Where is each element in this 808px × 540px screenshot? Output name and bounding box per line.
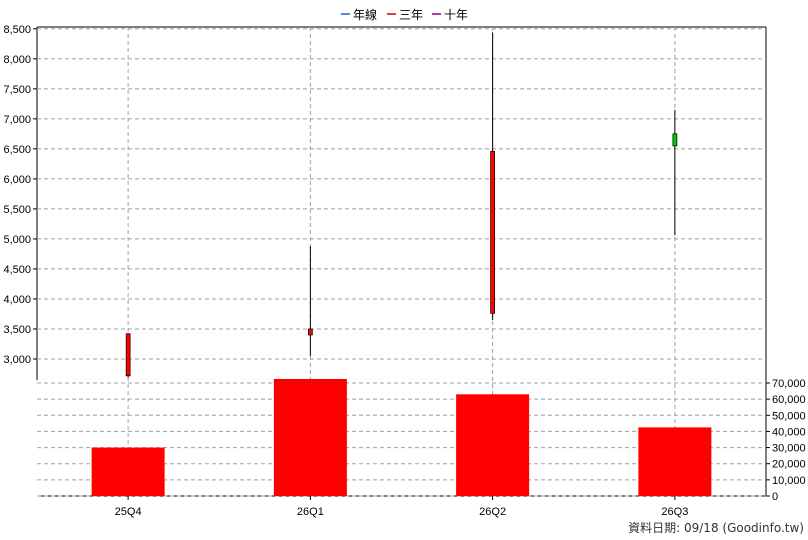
price-tick-label: 5,000 [3, 234, 31, 246]
data-source-note: 資料日期: 09/18 (Goodinfo.tw) [628, 521, 804, 535]
legend-label-annual: 年線 [353, 7, 377, 22]
price-tick-label: 3,000 [3, 354, 31, 366]
volume-bar-25Q4 [91, 447, 165, 496]
volume-tick-label: 10,000 [772, 475, 806, 487]
volume-tick-label: 20,000 [772, 459, 806, 471]
candle-body-26Q1 [308, 328, 313, 336]
volume-tick-label: 50,000 [772, 410, 806, 422]
price-grid [37, 28, 766, 360]
legend-label-ten-year: 十年 [444, 8, 468, 22]
candle-body-26Q2 [490, 150, 495, 314]
vertical-grid [127, 27, 676, 496]
volume-bars [91, 379, 712, 496]
price-tick-label: 5,500 [3, 204, 31, 216]
volume-tick-label: 0 [772, 491, 778, 503]
legend-label-three-year: 三年 [399, 8, 423, 22]
volume-axis-ticks: 0 10,000 20,000 30,000 40,000 50,000 60,000 70,… [766, 378, 806, 503]
price-axis-ticks: 3,000 3,500 4,000 4,500 5,000 5,500 6,000 6,500… [3, 24, 37, 366]
x-axis-ticks: 25Q4 26Q1 26Q2 26Q3 [115, 496, 688, 518]
price-tick-label: 7,000 [3, 114, 31, 126]
legend: 年線 三年 十年 [341, 7, 468, 22]
price-tick-label: 8,500 [3, 24, 31, 36]
x-tick-label: 26Q1 [297, 506, 324, 518]
volume-tick-label: 30,000 [772, 443, 806, 455]
price-tick-label: 6,000 [3, 174, 31, 186]
price-tick-label: 8,000 [3, 54, 31, 66]
price-tick-label: 3,500 [3, 324, 31, 336]
volume-bar-26Q1 [273, 379, 347, 496]
x-tick-label: 25Q4 [115, 506, 142, 518]
volume-tick-label: 40,000 [772, 426, 806, 438]
candlesticks [125, 32, 678, 378]
plot-frame [36, 26, 767, 497]
volume-tick-label: 70,000 [772, 378, 806, 390]
price-tick-label: 7,500 [3, 84, 31, 96]
price-tick-label: 4,500 [3, 264, 31, 276]
candle-body-26Q3 [672, 133, 678, 147]
x-tick-label: 26Q3 [661, 506, 688, 518]
volume-bar-26Q2 [456, 394, 530, 496]
x-tick-label: 26Q2 [479, 506, 506, 518]
price-tick-label: 6,500 [3, 144, 31, 156]
volume-tick-label: 60,000 [772, 394, 806, 406]
price-tick-label: 4,000 [3, 294, 31, 306]
candle-body-25Q4 [125, 333, 131, 377]
volume-bar-26Q3 [638, 427, 712, 496]
